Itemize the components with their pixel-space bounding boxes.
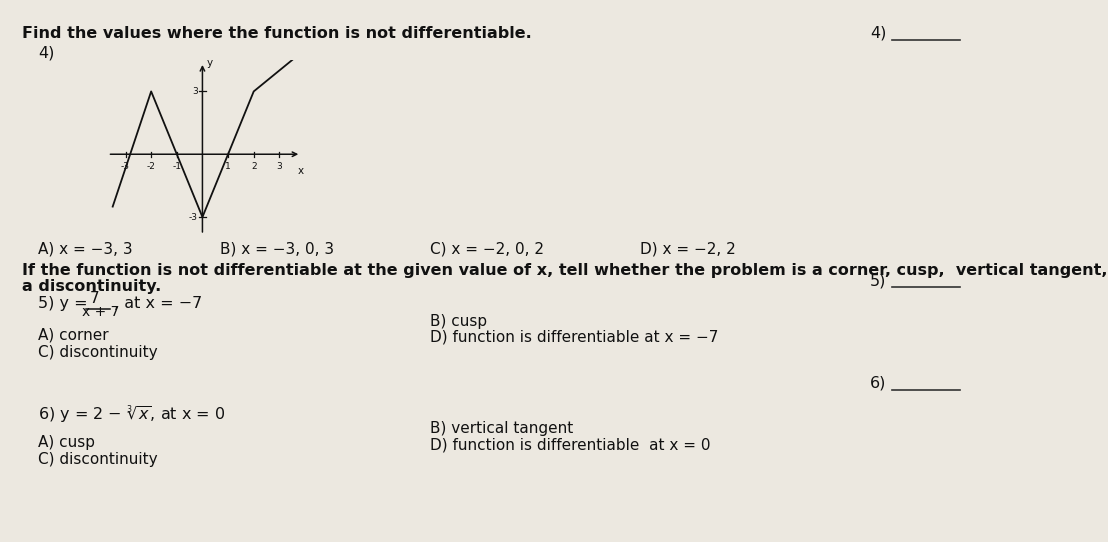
Text: 4): 4) [870, 26, 886, 41]
Text: -3: -3 [121, 162, 130, 171]
Text: 1: 1 [225, 162, 230, 171]
Text: C) discontinuity: C) discontinuity [38, 345, 157, 360]
Text: 4): 4) [38, 45, 54, 60]
Text: A) x = −3, 3: A) x = −3, 3 [38, 241, 133, 256]
Text: 5) y =: 5) y = [38, 296, 88, 311]
Text: C) discontinuity: C) discontinuity [38, 452, 157, 467]
Text: If the function is not differentiable at the given value of x, tell whether the : If the function is not differentiable at… [22, 263, 1108, 278]
Text: 3: 3 [277, 162, 283, 171]
Text: 6): 6) [870, 376, 886, 391]
Text: D) function is differentiable  at x = 0: D) function is differentiable at x = 0 [430, 438, 710, 453]
Text: B) vertical tangent: B) vertical tangent [430, 421, 573, 436]
Text: C) x = −2, 0, 2: C) x = −2, 0, 2 [430, 241, 544, 256]
Text: B) x = −3, 0, 3: B) x = −3, 0, 3 [220, 241, 335, 256]
Text: A) cusp: A) cusp [38, 435, 95, 450]
Text: a discontinuity.: a discontinuity. [22, 279, 162, 294]
Text: B) cusp: B) cusp [430, 314, 488, 329]
Text: x + 7: x + 7 [82, 305, 120, 319]
Text: A) corner: A) corner [38, 328, 109, 343]
Text: -2: -2 [146, 162, 155, 171]
Text: 7: 7 [90, 291, 100, 306]
Text: 5): 5) [870, 273, 886, 288]
Text: x: x [298, 166, 305, 176]
Text: D) x = −2, 2: D) x = −2, 2 [640, 241, 736, 256]
Text: D) function is differentiable at x = −7: D) function is differentiable at x = −7 [430, 330, 718, 345]
Text: 3: 3 [192, 87, 198, 96]
Text: -1: -1 [173, 162, 182, 171]
Text: -3: -3 [188, 212, 198, 222]
Text: Find the values where the function is not differentiable.: Find the values where the function is no… [22, 26, 532, 41]
Text: 2: 2 [250, 162, 257, 171]
Text: , at x = −7: , at x = −7 [114, 296, 203, 311]
Text: y: y [207, 58, 213, 68]
Text: 6) y = 2 $-$ $\sqrt[3]{x}$, at x = 0: 6) y = 2 $-$ $\sqrt[3]{x}$, at x = 0 [38, 403, 225, 426]
